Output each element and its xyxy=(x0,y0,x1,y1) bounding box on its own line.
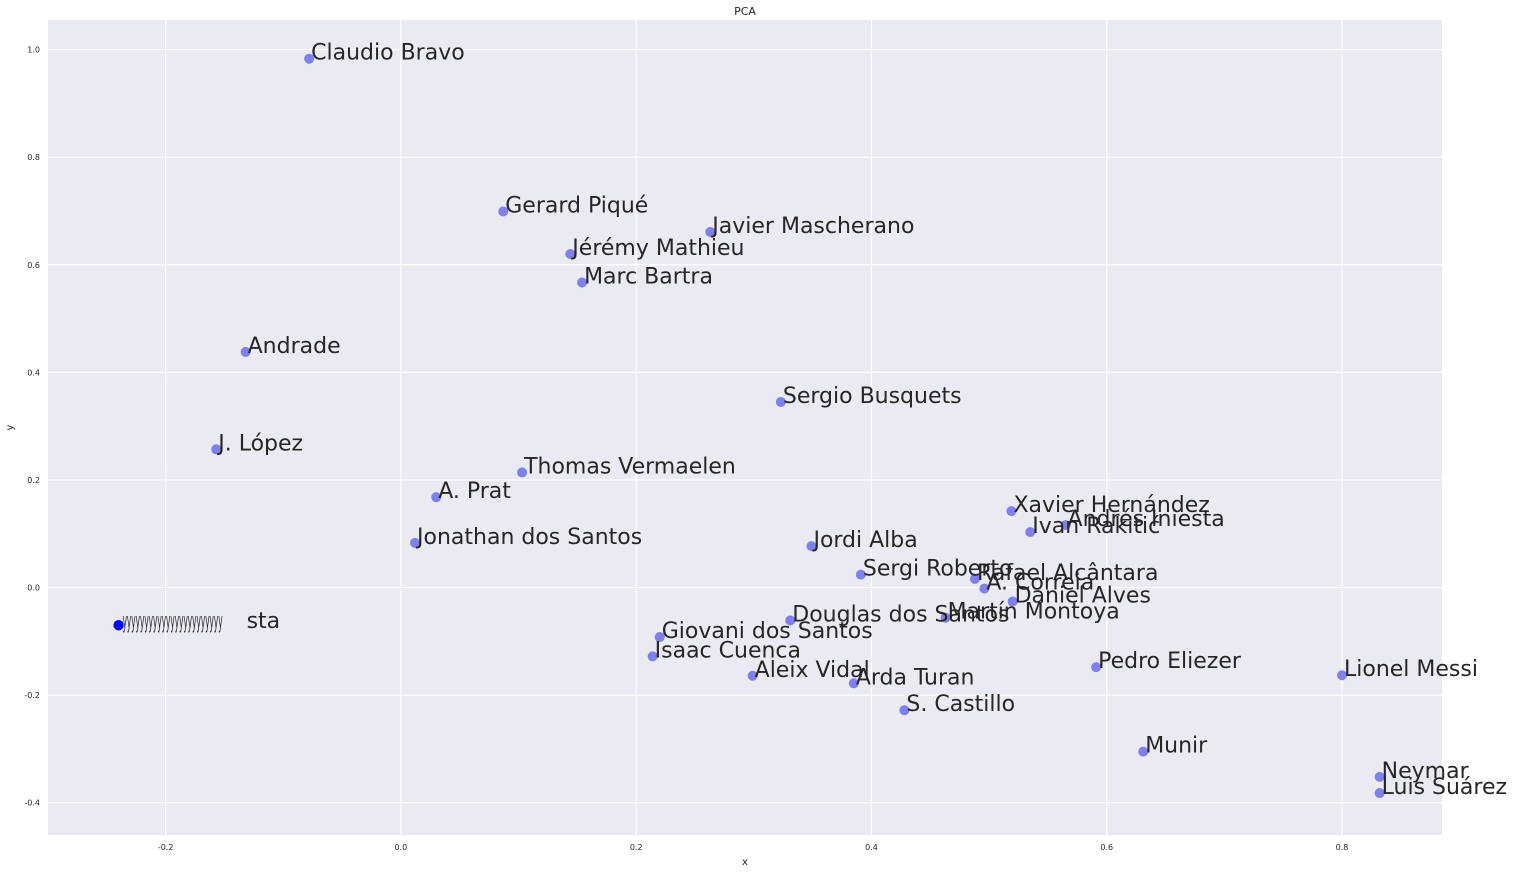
point-label: Claudio Bravo xyxy=(311,41,465,66)
y-tick-label: 0.2 xyxy=(27,476,40,485)
point-label: Javier Mascherano xyxy=(710,214,914,239)
point-label: Pedro Eliezer xyxy=(1098,649,1242,674)
x-tick-label: -0.2 xyxy=(158,843,174,852)
point-label: S. Castillo xyxy=(906,692,1015,717)
data-point xyxy=(654,632,665,643)
point-label: Xavier Hernández xyxy=(1013,493,1209,518)
data-point xyxy=(1007,596,1018,607)
point-label: Daniel Alves xyxy=(1015,584,1151,609)
data-point xyxy=(431,492,442,503)
data-point xyxy=(969,573,980,584)
x-axis-label: x xyxy=(742,857,748,868)
data-point xyxy=(647,651,658,662)
y-tick-label: 0.4 xyxy=(27,368,40,377)
point-label: Luis Suárez xyxy=(1382,775,1507,800)
data-point xyxy=(304,53,315,64)
point-label: Gerard Piqué xyxy=(505,194,648,219)
point-label: Munir xyxy=(1145,734,1208,759)
data-points xyxy=(113,53,1385,799)
point-label: Jonathan dos Santos xyxy=(415,525,642,550)
data-point xyxy=(1374,788,1385,799)
data-point xyxy=(775,396,786,407)
data-point xyxy=(1138,746,1149,757)
y-tick-label: -0.2 xyxy=(24,691,40,700)
point-label: Thomas Vermaelen xyxy=(523,454,736,479)
x-tick-label: 0.8 xyxy=(1336,843,1349,852)
y-axis-label: y xyxy=(5,424,16,430)
point-label: Marc Bartra xyxy=(584,265,713,290)
plot-area xyxy=(48,20,1442,835)
data-point xyxy=(1060,520,1071,531)
point-label: A. Correia xyxy=(986,571,1094,596)
data-point xyxy=(848,678,859,689)
point-label: Isaac Cuenca xyxy=(655,638,801,663)
data-point xyxy=(899,705,910,716)
data-point xyxy=(517,467,528,478)
grid-lines xyxy=(48,20,1442,835)
point-label: Jordi Alba xyxy=(811,528,917,553)
point-label: Sergi Roberto xyxy=(863,557,1013,582)
point-label: Jérémy Mathieu xyxy=(570,236,744,261)
point-label: Lionel Messi xyxy=(1344,657,1478,682)
point-label: Sergio Busquets xyxy=(783,384,962,409)
data-point xyxy=(979,583,990,594)
y-tick-label: 1.0 xyxy=(27,46,40,55)
point-labels: yyyyyyyyyyyyyyyyyyyyyyy sta Claudio Bravo G… xyxy=(123,41,1507,800)
y-tick-label: 0.0 xyxy=(27,584,40,593)
data-point xyxy=(1374,771,1385,782)
point-label: Aleix Vidal xyxy=(755,658,870,683)
data-point xyxy=(747,670,758,681)
x-tick-label: 0.2 xyxy=(630,843,643,852)
point-label: Arda Turan xyxy=(856,665,975,690)
cluster-label: sta xyxy=(247,609,281,634)
point-label: J. López xyxy=(216,431,303,456)
point-label: Giovani dos Santos xyxy=(662,619,873,644)
tick-labels: -0.2 0.0 0.2 0.4 0.6 0.8 -0.4 -0.2 0.0 0.2 0.4 0.6 0… xyxy=(24,46,1348,852)
y-tick-label: 0.6 xyxy=(27,261,40,270)
point-label: Douglas dos Santos xyxy=(792,602,1009,627)
y-tick-label: -0.4 xyxy=(24,799,40,808)
point-label: Andrés Iniesta xyxy=(1068,507,1225,532)
x-tick-label: 0.4 xyxy=(865,843,878,852)
x-tick-label: 0.6 xyxy=(1100,843,1113,852)
x-tick-label: 0.0 xyxy=(395,843,408,852)
cluster-point xyxy=(113,620,124,631)
data-point xyxy=(940,612,951,623)
data-point xyxy=(1006,506,1017,517)
chart-title: PCA xyxy=(734,5,756,18)
point-label: A. Prat xyxy=(438,479,511,504)
data-point xyxy=(565,249,576,260)
point-label: Martín Montoya xyxy=(948,600,1120,625)
data-point xyxy=(806,541,817,552)
data-point xyxy=(498,206,509,217)
data-point xyxy=(211,444,222,455)
point-label: Neymar xyxy=(1382,759,1470,784)
data-point xyxy=(410,537,421,548)
data-point xyxy=(1337,670,1348,681)
point-label: Ivan Rakitić xyxy=(1032,514,1160,539)
cluster-label: yyyyyyyyyyyyyyyyyyyyyyy xyxy=(123,609,223,634)
data-point xyxy=(785,615,796,626)
data-point xyxy=(855,569,866,580)
y-tick-label: 0.8 xyxy=(27,153,40,162)
data-point xyxy=(1091,662,1102,673)
data-point xyxy=(240,346,251,357)
data-point xyxy=(705,226,716,237)
data-point xyxy=(577,277,588,288)
point-label: Rafael Alcântara xyxy=(977,561,1158,586)
data-point xyxy=(1025,527,1036,538)
point-label: Andrade xyxy=(248,334,341,359)
